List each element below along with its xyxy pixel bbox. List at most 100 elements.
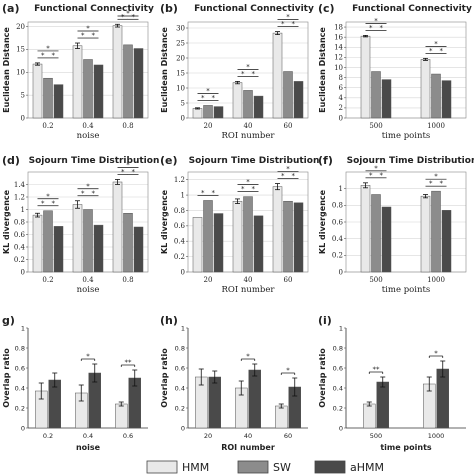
y-tick-label: 1 — [181, 191, 185, 199]
significance-star: * — [52, 51, 56, 59]
y-axis-label: Euclidean Distance — [318, 27, 327, 113]
y-tick-label: 0.2 — [14, 256, 25, 264]
y-tick-label: 0.8 — [14, 218, 25, 226]
significance-star: * — [241, 70, 245, 78]
significance-star: * — [380, 171, 384, 179]
y-tick-label: 1 — [339, 185, 343, 193]
bar-sw — [43, 77, 53, 119]
bar-ahmm — [248, 369, 261, 429]
panel-title: Sojourn Time Distribution — [189, 156, 320, 166]
bar-hmm — [112, 25, 123, 119]
bar-hmm — [275, 405, 288, 429]
bar-hmm — [115, 403, 128, 429]
y-tick-label: 1 — [21, 324, 25, 332]
bar-sw — [431, 73, 441, 119]
y-tick-label: 0.6 — [175, 364, 185, 372]
bar-hmm — [272, 32, 283, 119]
bar-hmm — [32, 63, 43, 119]
bar-ahmm — [133, 226, 144, 273]
bar-hmm — [232, 82, 243, 119]
x-axis-label: time points — [380, 443, 432, 452]
significance-star: * — [252, 70, 256, 78]
significance-star: * — [369, 24, 373, 32]
legend-swatch-hmm — [146, 460, 178, 474]
y-tick-label: 10 — [334, 64, 343, 72]
panel-1: (b) Functional Connectivity 0 5 10 15 20 25 30 20… — [160, 2, 314, 141]
significance-star: * — [252, 185, 256, 193]
panel-3: (d) Sojourn Time Distribution 0 0.2 0.4 0.6 0.… — [2, 154, 159, 295]
legend-label-ahmm: aHMM — [350, 461, 384, 474]
bar-sw — [283, 200, 293, 273]
x-tick-label: 1000 — [428, 432, 445, 440]
x-axis-label: ROI number — [222, 131, 276, 141]
bar-hmm — [72, 204, 83, 273]
x-axis-label: noise — [77, 285, 100, 295]
y-tick-label: 1.4 — [14, 181, 26, 189]
bar-hmm — [360, 185, 371, 273]
bar-ahmm — [441, 210, 452, 273]
y-tick-label: 2 — [339, 104, 343, 112]
y-tick-label: 0.6 — [14, 231, 26, 239]
bar-ahmm — [213, 213, 224, 273]
x-tick-label: 20 — [204, 432, 212, 440]
panel-letter: (e) — [160, 154, 178, 167]
x-tick-label: 20 — [204, 276, 213, 284]
y-tick-label: 16 — [334, 33, 343, 41]
significance-star: * — [121, 13, 125, 21]
y-tick-label: 0 — [339, 424, 343, 432]
bar-sw — [203, 200, 213, 273]
legend-swatch-sw — [237, 460, 269, 474]
y-axis-label: Overlap ratio — [160, 348, 169, 408]
panel-title: Functional Connectivity — [194, 4, 314, 14]
x-axis-label: time points — [382, 131, 430, 141]
y-tick-label: 18 — [334, 23, 343, 31]
significance-star: * — [429, 180, 433, 188]
significance-star: * — [52, 199, 56, 207]
significance-star: * — [212, 94, 216, 102]
x-axis-label: ROI number — [221, 443, 275, 452]
significance-star: * — [281, 172, 285, 180]
bar-ahmm — [93, 224, 104, 273]
significance-star: * — [380, 24, 384, 32]
x-tick-label: 0.2 — [43, 432, 53, 440]
bar-sw — [431, 190, 441, 273]
bar-sw — [243, 196, 253, 273]
bar-ahmm — [436, 368, 449, 429]
y-tick-label: 0 — [181, 424, 185, 432]
y-tick-label: 1 — [21, 206, 25, 214]
panel-5: (f) Sojourn Time Distribution 0 0.2 0.4 0.6 0.… — [318, 154, 474, 295]
y-tick-label: 0.6 — [174, 222, 186, 230]
significance-star: * — [374, 17, 378, 25]
panel-letter: (a) — [2, 2, 19, 15]
x-tick-label: 500 — [369, 122, 382, 130]
significance-star: * — [286, 13, 290, 21]
y-tick-label: 0 — [181, 114, 185, 122]
x-tick-label: 0.8 — [122, 276, 133, 284]
y-tick-label: 0.6 — [333, 364, 343, 372]
y-tick-label: 0.4 — [332, 235, 344, 243]
x-tick-label: 0.4 — [83, 432, 93, 440]
bar-ahmm — [53, 226, 64, 273]
y-tick-label: 0.4 — [174, 238, 186, 246]
significance-star: * — [86, 25, 90, 33]
bar-sw — [43, 210, 53, 273]
x-tick-label: 0.2 — [42, 276, 53, 284]
bar-sw — [203, 105, 213, 119]
bar-sw — [123, 213, 133, 273]
panel-letter: g) — [2, 314, 15, 327]
y-axis-label: Euclidean Distance — [2, 27, 11, 113]
x-tick-label: 500 — [369, 276, 382, 284]
bar-ahmm — [376, 381, 389, 429]
bar-ahmm — [53, 84, 64, 119]
y-tick-label: 1.2 — [174, 176, 185, 184]
x-axis-label: noise — [76, 443, 101, 452]
y-tick-label: 15 — [16, 46, 25, 54]
y-axis-label: KL divergence — [2, 189, 11, 254]
significance-star: * — [81, 189, 85, 197]
x-axis-label: ROI number — [222, 285, 276, 295]
y-tick-label: 1.2 — [14, 193, 25, 201]
bar-sw — [371, 71, 381, 119]
